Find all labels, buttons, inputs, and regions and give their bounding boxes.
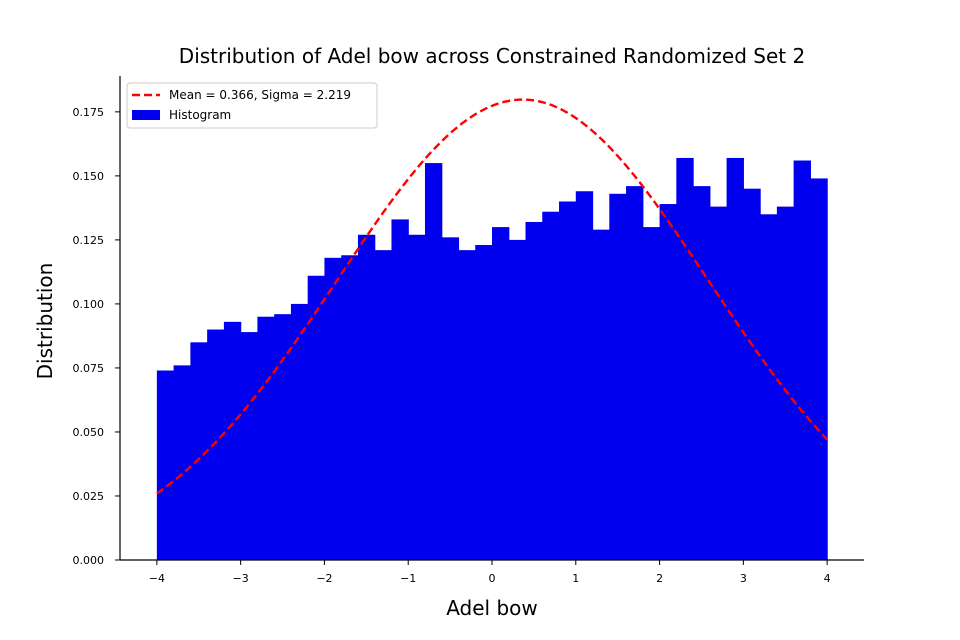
histogram-bar <box>693 186 711 561</box>
histogram-bar <box>642 227 661 560</box>
x-tick-label: 3 <box>740 572 747 585</box>
histogram-bar <box>575 191 594 560</box>
histogram-bar <box>475 245 493 560</box>
x-axis-ticks: −4 −3 −2 −1 0 1 2 3 4 <box>149 560 831 585</box>
histogram-bar <box>609 193 627 560</box>
histogram-bar <box>559 201 577 560</box>
histogram-bar <box>659 204 677 560</box>
histogram-bar <box>726 157 744 560</box>
histogram-bar <box>408 234 426 560</box>
histogram-bar <box>307 275 326 560</box>
x-tick-label: −4 <box>149 572 165 585</box>
legend-histogram-swatch <box>132 110 160 120</box>
x-tick-label: −3 <box>233 572 249 585</box>
histogram-bar <box>290 303 309 560</box>
legend-histogram-label: Histogram <box>169 108 231 122</box>
x-tick-label: 1 <box>572 572 579 585</box>
y-axis-ticks: 0.000 0.025 0.050 0.075 0.100 0.125 0.150 0.175 <box>73 106 120 567</box>
histogram-bar <box>173 365 191 560</box>
histogram-bar <box>424 163 443 560</box>
histogram-bar <box>374 250 393 560</box>
histogram-bar <box>324 257 342 560</box>
histogram-bar <box>508 239 527 561</box>
y-tick-label: 0.150 <box>73 170 105 183</box>
x-axis-title: Adel bow <box>446 596 538 620</box>
legend-curve-label: Mean = 0.366, Sigma = 2.219 <box>169 88 351 102</box>
histogram-bar <box>190 342 208 560</box>
y-axis-title: Distribution <box>33 263 57 380</box>
histogram-bar <box>441 237 460 561</box>
histogram-bar <box>257 316 275 560</box>
histogram-bars <box>156 157 828 561</box>
x-tick-label: 4 <box>824 572 831 585</box>
histogram-bar <box>743 188 761 560</box>
histogram-bar <box>810 178 828 560</box>
normal-curve-line <box>156 98 829 495</box>
histogram-bar <box>240 332 259 560</box>
histogram-bar <box>760 214 778 561</box>
x-tick-label: −2 <box>316 572 332 585</box>
y-tick-label: 0.175 <box>73 106 105 119</box>
x-tick-label: 2 <box>656 572 663 585</box>
x-tick-label: 0 <box>489 572 496 585</box>
histogram-bar <box>793 160 811 560</box>
histogram-bar <box>156 370 175 560</box>
histogram-bar <box>341 255 359 560</box>
histogram-bar <box>458 250 476 560</box>
histogram-bar <box>223 321 242 560</box>
histogram-bar <box>676 157 694 560</box>
y-tick-label: 0.050 <box>73 426 105 439</box>
legend: Mean = 0.366, Sigma = 2.219 Histogram <box>126 82 378 129</box>
x-tick-label: −1 <box>400 572 416 585</box>
y-tick-label: 0.025 <box>73 490 105 503</box>
histogram-bar <box>207 329 225 560</box>
y-tick-label: 0.075 <box>73 362 105 375</box>
y-tick-label: 0.125 <box>73 234 105 247</box>
histogram-bar <box>525 221 543 560</box>
histogram-bar <box>626 186 644 561</box>
histogram-bar <box>709 206 728 560</box>
chart-title: Distribution of Adel bow across Constrai… <box>179 44 805 68</box>
histogram-bar <box>776 206 795 560</box>
legend-frame <box>126 82 378 129</box>
histogram-bar <box>542 211 560 561</box>
histogram-bar <box>357 234 376 560</box>
histogram-bar <box>274 314 292 560</box>
y-tick-label: 0.000 <box>73 554 105 567</box>
histogram-bar <box>391 219 409 560</box>
y-tick-label: 0.100 <box>73 298 105 311</box>
histogram-bar <box>492 227 510 560</box>
histogram-bar <box>592 229 610 560</box>
